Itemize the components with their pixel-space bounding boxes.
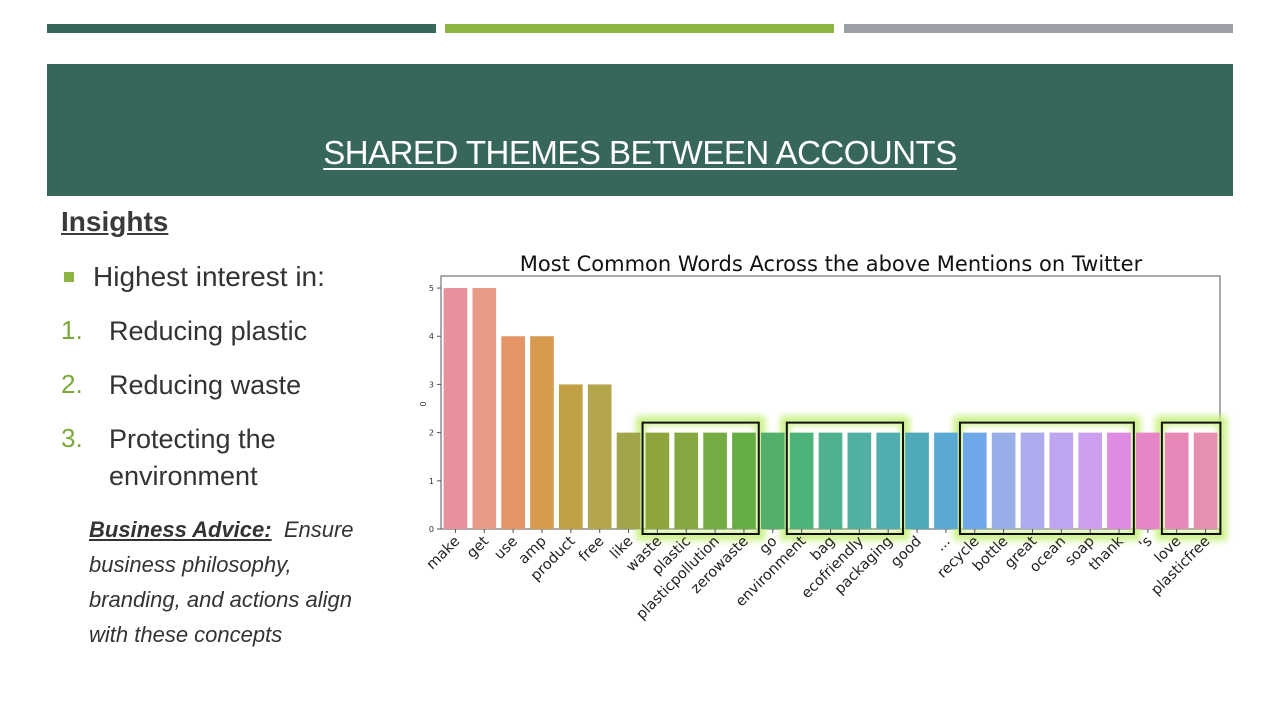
bar-ocean (1049, 432, 1074, 529)
highlight-box (958, 421, 1135, 535)
bar-free (587, 384, 612, 529)
bar-use (501, 336, 525, 529)
bar-plasticfree (1193, 432, 1218, 529)
x-tick-label: ... (933, 534, 954, 555)
list-item-1: Reducing plastic (109, 316, 308, 346)
list-item-2: Reducing waste (109, 370, 302, 400)
x-tick-label: get (464, 533, 492, 561)
highlight-box (641, 421, 760, 535)
list-item-3: Protecting the environment (109, 424, 276, 491)
bar-like (616, 432, 641, 529)
accent-bar-dark (47, 24, 436, 33)
bar-ecofriendly (847, 432, 872, 529)
bar-love (1164, 432, 1189, 529)
y-tick-label: 0 (429, 525, 434, 534)
bar-amp (530, 336, 554, 529)
slide-title: SHARED THEMES BETWEEN ACCOUNTS (323, 134, 957, 171)
bar-environment (789, 432, 814, 529)
y-tick-label: 1 (429, 477, 434, 486)
bar-get (472, 288, 497, 529)
bar-product (559, 384, 583, 529)
bar-waste (645, 432, 670, 529)
list-number-2: 2. (61, 369, 83, 399)
bar-recycle (962, 432, 987, 529)
bar-good (905, 432, 929, 529)
y-tick-label: 4 (429, 332, 434, 341)
bar-thank (1107, 432, 1131, 529)
x-tick-label: make (424, 533, 464, 573)
y-tick-label: 5 (429, 284, 434, 293)
bar-great (1020, 432, 1045, 529)
highlight-glow (780, 416, 910, 541)
x-tick-label: free (576, 533, 608, 565)
title-banner (47, 64, 1233, 196)
advice-label: Business Advice: (89, 517, 272, 542)
list-number-1: 1. (61, 315, 83, 345)
highlight-glow (953, 416, 1141, 541)
bar-packaging (876, 432, 901, 529)
bullet-square-icon (64, 272, 74, 282)
bar-bottle (991, 432, 1016, 529)
bar-soap (1078, 432, 1102, 529)
insights-heading: Insights (61, 206, 169, 237)
highlight-glow (1155, 416, 1227, 541)
y-tick-label: 3 (429, 380, 434, 389)
highlight-box (1160, 421, 1222, 535)
bar-zerowaste (732, 432, 756, 529)
accent-bar-gray (844, 24, 1233, 33)
bar-go (760, 432, 785, 529)
interest-line: Highest interest in: (93, 261, 325, 292)
bar-s (1136, 432, 1160, 529)
bar-plastic (674, 432, 699, 529)
bar-plasticpollution (703, 432, 727, 529)
highlight-glow (636, 416, 766, 541)
bar-bag (818, 432, 843, 529)
advice-text: Ensure business philosophy, branding, an… (89, 517, 354, 647)
chart-title: Most Common Words Across the above Menti… (520, 252, 1143, 276)
chart-y-axis-label: 0 (419, 401, 428, 406)
y-tick-label: 2 (429, 429, 434, 438)
business-advice: Business Advice: Ensure business philoso… (89, 512, 389, 652)
highlight-box (785, 421, 905, 535)
accent-bar-light (445, 24, 834, 33)
bar- (934, 432, 958, 529)
bar-make (443, 288, 468, 529)
list-number-3: 3. (61, 423, 83, 453)
